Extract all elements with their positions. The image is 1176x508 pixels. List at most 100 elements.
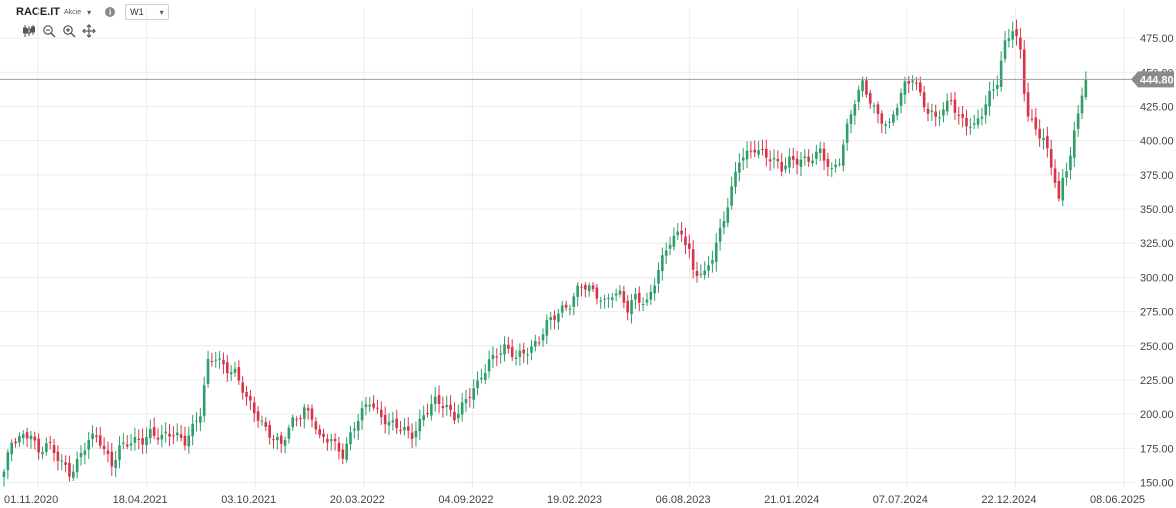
candle-body xyxy=(237,366,241,381)
candle-body xyxy=(768,159,772,162)
candle-body xyxy=(953,99,957,113)
candle-body xyxy=(410,432,414,439)
candle-body xyxy=(503,344,506,355)
candle-body xyxy=(961,114,964,118)
candle-body xyxy=(341,449,345,459)
candle xyxy=(564,300,568,311)
candle xyxy=(449,395,452,417)
candle xyxy=(87,431,90,460)
candle xyxy=(33,431,37,450)
candle-body xyxy=(680,230,683,235)
candle-body xyxy=(530,346,533,353)
candle-body xyxy=(988,91,991,107)
candle xyxy=(599,296,603,309)
candle xyxy=(356,413,360,440)
candle-body xyxy=(734,171,737,187)
candle xyxy=(333,433,337,451)
candle-body xyxy=(999,60,1003,87)
candle-body xyxy=(345,443,348,460)
candle xyxy=(626,295,629,321)
zoom-out-icon[interactable] xyxy=(42,24,56,38)
candle-body xyxy=(72,471,75,478)
candle-body xyxy=(114,460,117,468)
candle-body xyxy=(1030,118,1034,120)
candle xyxy=(649,284,653,305)
move-icon[interactable] xyxy=(82,24,96,38)
candle-body xyxy=(453,411,456,421)
candle xyxy=(807,149,810,168)
candle xyxy=(102,437,106,456)
candle xyxy=(1069,147,1072,180)
candle-body xyxy=(980,116,984,119)
candle xyxy=(226,354,229,382)
candle-body xyxy=(788,156,791,168)
candle xyxy=(1084,71,1088,100)
y-tick-label: 175.00 xyxy=(1140,443,1174,455)
candle xyxy=(510,339,514,361)
candle-body xyxy=(949,100,953,102)
candle-body xyxy=(557,313,560,322)
candle-body xyxy=(349,432,352,445)
candle-body xyxy=(992,89,995,91)
candle xyxy=(222,352,225,374)
candle xyxy=(842,139,845,172)
candle xyxy=(1065,162,1068,186)
candle xyxy=(499,345,502,364)
candle-body xyxy=(791,156,795,160)
candle-body xyxy=(1034,117,1038,130)
candle xyxy=(726,197,730,228)
candle-body xyxy=(226,362,229,374)
chart-type-icon[interactable] xyxy=(22,24,36,38)
dropdown-caret-icon[interactable]: ▾ xyxy=(87,7,92,17)
chevron-down-icon: ▾ xyxy=(159,7,164,17)
candle xyxy=(980,107,984,126)
candle-body xyxy=(430,404,433,416)
candle xyxy=(287,424,291,444)
candle xyxy=(791,147,795,169)
candle-body xyxy=(703,270,706,276)
candle-body xyxy=(457,413,460,419)
candle xyxy=(1011,21,1014,49)
candle xyxy=(880,110,884,134)
candle-body xyxy=(276,437,279,441)
candle xyxy=(387,413,391,435)
candle-body xyxy=(245,391,248,397)
candle-body xyxy=(853,104,857,116)
candle xyxy=(622,285,626,309)
candle-body xyxy=(1022,49,1026,94)
candle xyxy=(568,304,572,316)
candle-body xyxy=(249,395,252,401)
candle-body xyxy=(468,397,472,399)
candle xyxy=(1073,121,1076,168)
candle-body xyxy=(611,297,614,300)
candle xyxy=(468,387,472,408)
candle-body xyxy=(738,162,741,173)
candle-body xyxy=(476,380,479,389)
candle-body xyxy=(110,451,114,467)
candle-body xyxy=(487,359,491,372)
candle xyxy=(637,286,641,312)
y-tick-label: 300.00 xyxy=(1140,272,1174,284)
candle xyxy=(326,433,329,451)
candle-body xyxy=(337,442,341,452)
zoom-in-icon[interactable] xyxy=(62,24,76,38)
candle-body xyxy=(930,110,934,112)
candle-body xyxy=(279,435,283,444)
info-icon[interactable]: i xyxy=(105,7,116,17)
candle xyxy=(795,150,799,175)
candle-body xyxy=(175,432,179,436)
candle-body xyxy=(888,121,891,123)
candle-body xyxy=(445,405,449,408)
y-axis: 150.00 175.00 200.00 225.00 250.00 275.00 300.… xyxy=(1140,33,1174,489)
candle xyxy=(976,109,980,129)
candle xyxy=(252,396,256,423)
y-tick-label: 200.00 xyxy=(1140,409,1174,421)
candle xyxy=(518,343,522,366)
candle xyxy=(480,368,483,384)
candle-body xyxy=(118,445,121,461)
candle-body xyxy=(137,438,141,440)
candle-body xyxy=(507,344,510,349)
y-tick-label: 375.00 xyxy=(1140,170,1174,182)
candle xyxy=(399,420,402,435)
